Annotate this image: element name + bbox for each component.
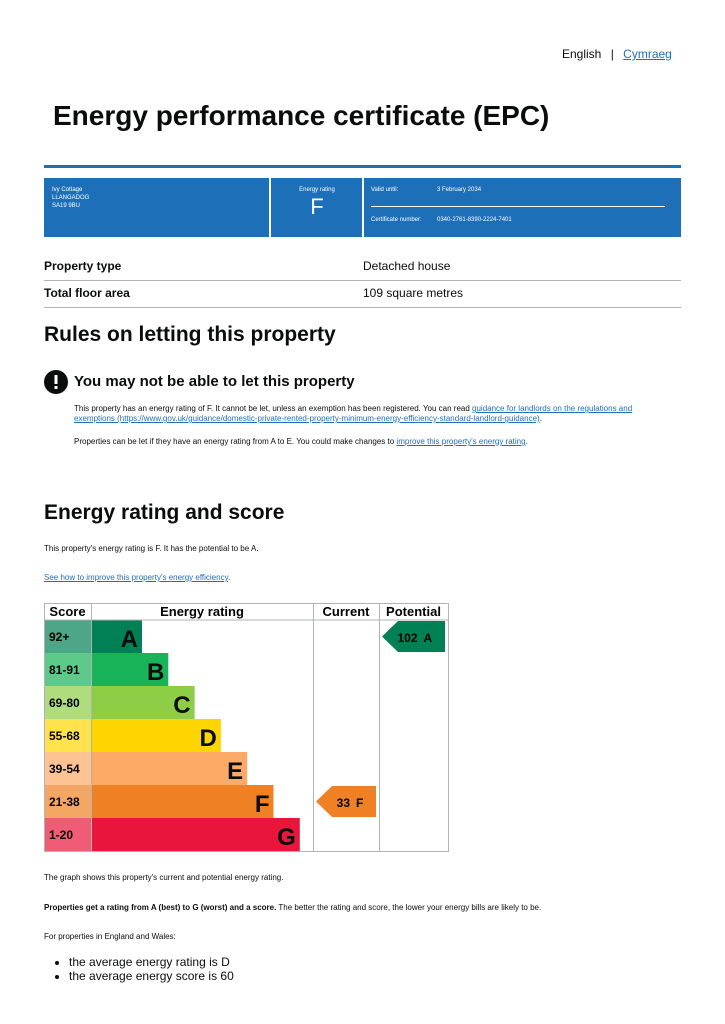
paragraph: Properties can be let if they have an en… xyxy=(74,437,674,447)
paragraph: Properties get a rating from A (best) to… xyxy=(44,903,541,913)
address-line: LLANGADOG xyxy=(52,195,90,201)
score-cell xyxy=(44,785,91,818)
section-heading: Rules on letting this property xyxy=(44,323,336,346)
band-score: 39-54 xyxy=(49,762,80,776)
text: . xyxy=(539,414,542,423)
band-score: 92+ xyxy=(49,630,69,644)
potential-letter: A xyxy=(424,631,433,645)
chart-border xyxy=(44,603,449,852)
cert-label: Certificate number: xyxy=(371,217,422,223)
list-item: the average energy score is 60 xyxy=(69,969,234,983)
score-cell xyxy=(44,686,91,719)
divider xyxy=(371,206,665,207)
detail-key: Property type xyxy=(44,259,122,273)
band-bar xyxy=(91,785,274,818)
column-header: Score xyxy=(49,604,85,619)
lang-english: English xyxy=(562,47,602,61)
list-item: the average energy rating is D xyxy=(69,955,234,969)
score-cell xyxy=(44,719,91,752)
band-score: 1-20 xyxy=(49,828,73,842)
summary-box: Ivy Cottage LLANGADOG SA19 9BU Energy ra… xyxy=(44,178,681,237)
address-line: SA19 9BU xyxy=(52,203,81,209)
link[interactable]: improve this property's energy rating xyxy=(396,437,526,446)
band-score: 55-68 xyxy=(49,729,80,743)
title-rule xyxy=(44,165,681,168)
paragraph: This property has an energy rating of F.… xyxy=(74,404,674,424)
detail-key: Total floor area xyxy=(44,286,130,300)
band-bar xyxy=(91,752,248,785)
band-letter: A xyxy=(121,626,138,653)
averages-list: the average energy rating is D the avera… xyxy=(44,955,234,983)
text: The better the rating and score, the low… xyxy=(276,903,542,912)
bold-text: Properties get a rating from A (best) to… xyxy=(44,903,277,912)
paragraph: For properties in England and Wales: xyxy=(44,932,176,941)
band-bar xyxy=(91,653,169,686)
cert-number: 0340-2761-8390-2224-7401 xyxy=(437,217,512,223)
divider xyxy=(362,178,364,237)
band-bar xyxy=(91,818,300,851)
band-letter: E xyxy=(227,758,243,785)
rating-letter: F xyxy=(310,194,324,219)
detail-value: 109 square metres xyxy=(363,286,464,300)
potential-arrow xyxy=(382,621,445,652)
band-score: 81-91 xyxy=(49,663,80,677)
band-letter: B xyxy=(147,659,164,686)
rating-label: Energy rating xyxy=(299,187,335,193)
link[interactable]: See how to improve this property's energ… xyxy=(44,573,228,582)
column-header: Energy rating xyxy=(160,604,244,619)
address-line: Ivy Cottage xyxy=(52,187,83,193)
link[interactable]: guidance for landlords on the regulation… xyxy=(74,404,633,423)
score-cell xyxy=(44,752,91,785)
band-score: 21-38 xyxy=(49,795,80,809)
warning-text: You may not be able to let this property xyxy=(74,373,355,390)
band-letter: G xyxy=(277,824,296,851)
current-arrow xyxy=(316,786,376,817)
band-letter: F xyxy=(255,791,270,818)
current-score: 33 xyxy=(337,796,351,810)
band-bar xyxy=(91,686,195,719)
text: This property has an energy rating of F.… xyxy=(74,404,473,413)
column-header: Potential xyxy=(386,604,441,619)
detail-value: Detached house xyxy=(363,259,451,273)
band-letter: C xyxy=(173,692,190,719)
paragraph: This property's energy rating is F. It h… xyxy=(44,544,259,553)
valid-date: 3 February 2034 xyxy=(437,187,482,193)
detail-row: Total floor area 109 square metres xyxy=(44,280,681,308)
band-score: 69-80 xyxy=(49,696,80,710)
language-switch: English | Cymraeg xyxy=(562,47,672,61)
warning-icon xyxy=(44,370,68,394)
paragraph: See how to improve this property's energ… xyxy=(44,573,230,583)
divider xyxy=(269,178,271,237)
detail-row: Property type Detached house xyxy=(44,253,681,281)
valid-label: Valid until: xyxy=(371,187,399,193)
paragraph: The graph shows this property's current … xyxy=(44,873,284,882)
current-letter: F xyxy=(356,796,363,810)
band-letter: D xyxy=(200,725,217,752)
lang-welsh[interactable]: Cymraeg xyxy=(623,47,672,61)
score-cell xyxy=(44,620,91,653)
score-cell xyxy=(44,818,91,851)
band-bar xyxy=(91,620,142,653)
address: Ivy Cottage LLANGADOG SA19 9BU xyxy=(52,186,89,210)
text: . xyxy=(228,573,231,582)
column-header: Current xyxy=(323,604,371,619)
band-bar xyxy=(91,719,221,752)
text: Properties can be let if they have an en… xyxy=(74,437,397,446)
section-heading: Energy rating and score xyxy=(44,501,285,524)
page-title: Energy performance certificate (EPC) xyxy=(53,100,550,131)
lang-separator: | xyxy=(610,47,614,61)
score-cell xyxy=(44,653,91,686)
text: . xyxy=(525,437,528,446)
potential-score: 102 xyxy=(397,631,417,645)
